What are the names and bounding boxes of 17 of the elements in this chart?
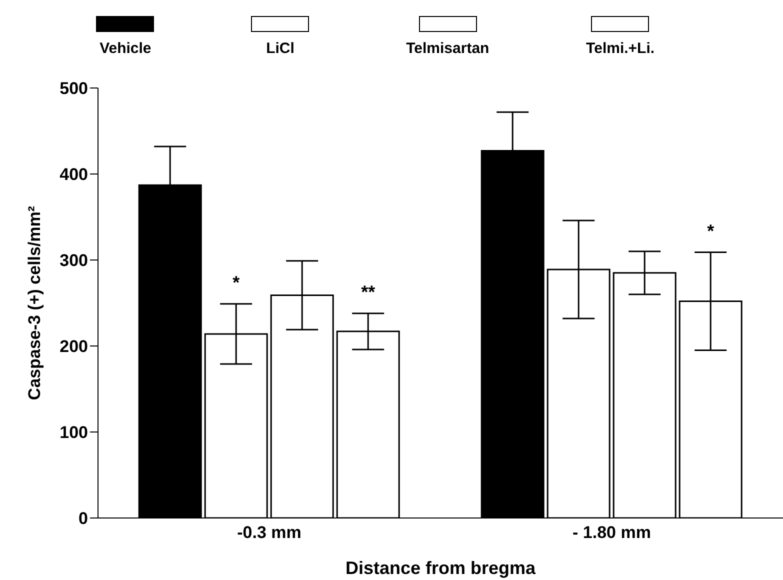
legend-label: Telmisartan	[406, 40, 490, 57]
y-tick-label: 500	[60, 79, 88, 98]
y-tick-label: 400	[60, 165, 88, 184]
y-tick-label: 300	[60, 251, 88, 270]
annotation: **	[361, 282, 376, 302]
legend-label: Vehicle	[100, 40, 152, 57]
x-tick-label: -0.3 mm	[237, 523, 302, 542]
legend-label: LiCl	[266, 40, 294, 57]
x-tick-label: - 1.80 mm	[572, 523, 651, 542]
annotation: *	[707, 221, 714, 242]
legend-label: Telmi.+Li.	[586, 40, 655, 57]
annotation: *	[232, 272, 240, 293]
y-tick-label: 0	[78, 509, 88, 528]
x-axis-title: Distance from bregma	[345, 558, 537, 578]
y-axis-title: Caspase-3 (+) cells/mm²	[25, 206, 44, 400]
y-tick-label: 100	[60, 423, 88, 442]
y-tick-label: 200	[60, 337, 88, 356]
